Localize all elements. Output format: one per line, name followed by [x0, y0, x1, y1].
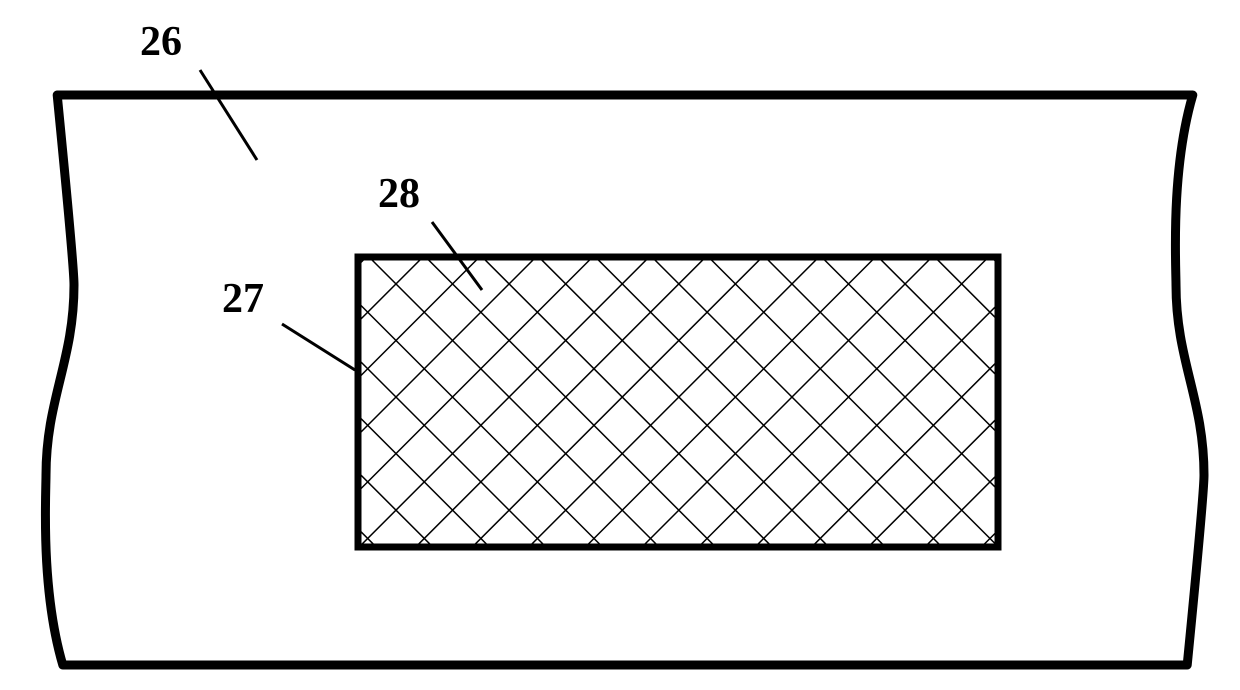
label-27: 27	[222, 275, 264, 323]
diagram-canvas	[0, 0, 1240, 690]
label-28: 28	[378, 170, 420, 218]
label-26: 26	[140, 18, 182, 66]
inner-hatched-region	[358, 257, 998, 547]
